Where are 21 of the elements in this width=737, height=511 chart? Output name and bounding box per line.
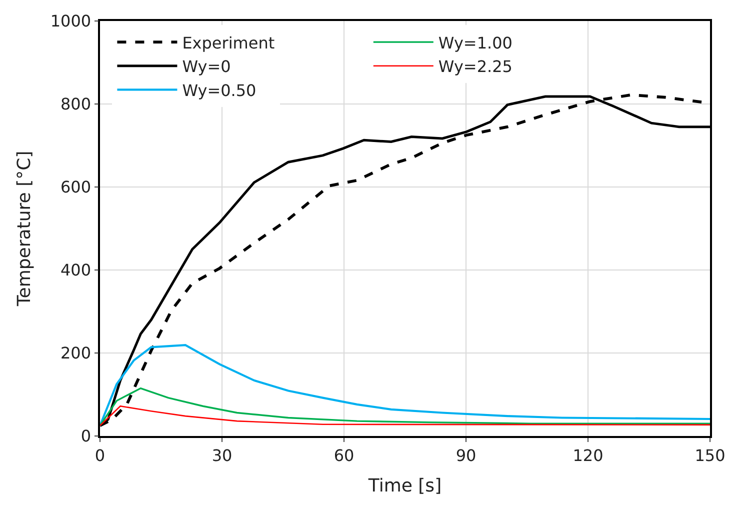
x-tick-label: 120 xyxy=(572,446,604,465)
y-tick-label: 600 xyxy=(60,178,92,197)
y-axis-title: Temperature [°C] xyxy=(14,150,36,308)
y-tick-label: 400 xyxy=(60,260,92,280)
line-series xyxy=(100,387,710,426)
y-tick-label: 1000 xyxy=(50,12,92,31)
x-tick-label: 0 xyxy=(94,446,106,465)
x-tick-label: 150 xyxy=(694,446,726,465)
y-tick-label: 200 xyxy=(60,344,92,363)
legend-label: Wy=1.00 xyxy=(438,33,512,52)
legend-label: Experiment xyxy=(182,33,275,52)
y-tick-label: 0 xyxy=(80,426,92,446)
legend-label: Wy=0 xyxy=(182,57,231,76)
legend-label: Wy=0.50 xyxy=(182,80,256,100)
legend-label: Wy=2.25 xyxy=(438,57,512,76)
x-tick-label: 90 xyxy=(456,446,476,465)
x-tick-label: 30 xyxy=(212,446,232,465)
line-series xyxy=(100,405,710,426)
x-tick-label: 60 xyxy=(334,446,354,465)
x-axis-title: Time [s] xyxy=(367,476,442,497)
y-tick-label: 800 xyxy=(60,94,92,114)
